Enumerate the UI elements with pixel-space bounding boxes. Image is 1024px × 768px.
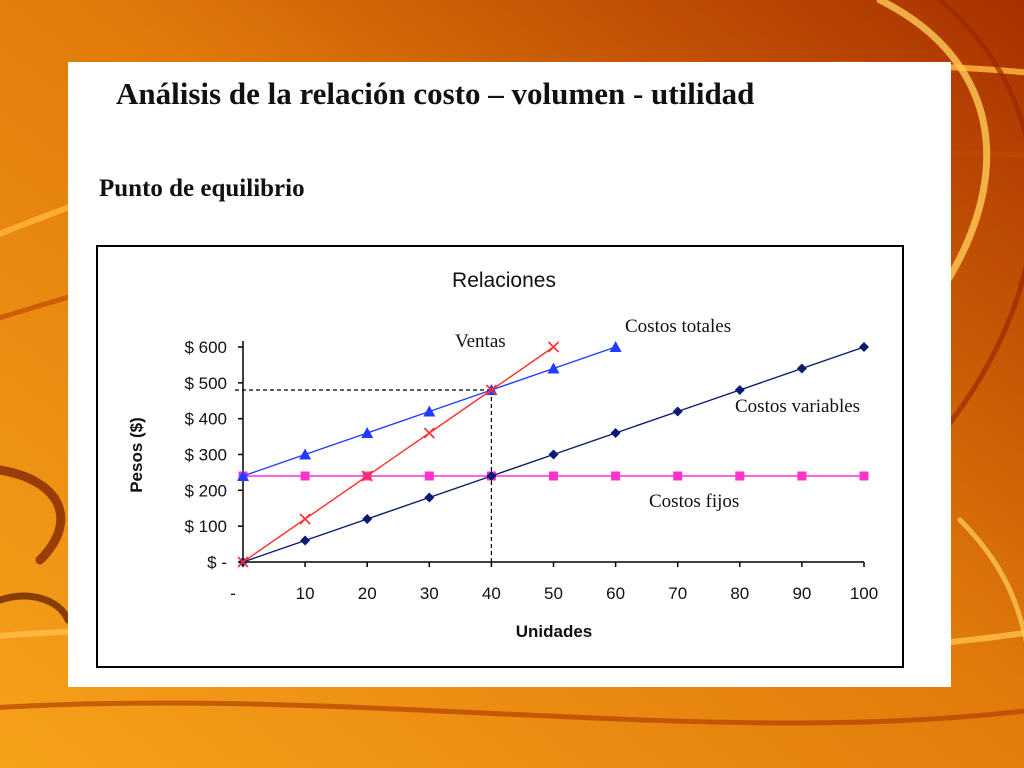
x-axis-label: Unidades <box>516 622 593 641</box>
ventas-point <box>237 556 249 568</box>
slide-subtitle: Punto de equilibrio <box>99 175 305 202</box>
x-tick-label: 80 <box>730 584 749 603</box>
costos-totales-point <box>361 427 374 438</box>
costos-variables-point <box>672 406 683 417</box>
ventas-point <box>299 513 311 525</box>
costos-fijos-point <box>424 471 434 481</box>
x-tick-label: 20 <box>358 584 377 603</box>
y-tick-label: $ 500 <box>184 374 227 393</box>
costos-fijos-point <box>859 471 869 481</box>
costos-fijos-point <box>549 471 558 481</box>
ventas-point <box>485 384 497 396</box>
costos-variables-label: Costos variables <box>735 396 860 417</box>
x-tick-label: 10 <box>296 584 315 603</box>
ventas-line <box>242 346 554 563</box>
y-tick-label: $ 600 <box>184 338 227 357</box>
costos-fijos-point <box>611 471 621 481</box>
costos-variables-point <box>734 385 745 395</box>
x-tick-label: 90 <box>792 584 811 603</box>
series-layer <box>237 341 869 568</box>
costos-totales-point <box>299 448 312 460</box>
y-tick-label: $ 300 <box>184 446 227 465</box>
costos-fijos-point <box>797 471 807 481</box>
x-tick-label: 40 <box>482 584 501 603</box>
x-tick-label: - <box>230 584 236 603</box>
chart-frame: Relaciones Unidades Pesos ($) $ - $ 100 $ … <box>96 245 904 668</box>
y-tick-label: $ - <box>207 553 227 572</box>
costos-fijos-point <box>735 471 745 481</box>
ventas-point <box>361 470 373 482</box>
costos-totales-point <box>237 470 249 481</box>
costos-fijos-point <box>673 471 683 481</box>
costos-variables-point <box>548 449 559 460</box>
ventas-point <box>423 427 435 439</box>
costos-variables-point <box>424 492 435 503</box>
y-axis-label: Pesos ($) <box>127 417 146 493</box>
costos-variables-series <box>238 342 869 567</box>
x-tick-label: 70 <box>668 584 687 603</box>
series-labels: Ventas Costos totales Costos variables Cost… <box>455 316 860 512</box>
costos-totales-point <box>609 341 622 352</box>
y-tick-label: $ 400 <box>184 410 227 429</box>
costos-variables-point <box>796 363 807 374</box>
costos-variables-point <box>486 471 497 481</box>
x-tick-label: 50 <box>544 584 563 603</box>
costos-fijos-point <box>300 471 310 481</box>
costos-totales-point <box>423 405 436 417</box>
x-tick-label: 30 <box>420 584 439 603</box>
costos-variables-point <box>362 514 373 524</box>
costos-totales-label: Costos totales <box>625 316 731 337</box>
chart-title: Relaciones <box>452 269 556 292</box>
slide-title: Análisis de la relación costo – volumen … <box>116 76 755 111</box>
costos-totales-point <box>547 362 560 374</box>
chart-axes: $ - $ 100 $ 200 $ 300 $ 400 $ 500 $ 600 - 10 20 30… <box>184 338 878 603</box>
costos-fijos-series <box>238 471 869 481</box>
y-tick-label: $ 100 <box>184 517 227 536</box>
costos-variables-point <box>859 342 869 352</box>
costos-variables-point <box>610 428 621 438</box>
x-tick-label: 60 <box>606 584 625 603</box>
costos-fijos-label: Costos fijos <box>649 491 739 512</box>
ventas-series <box>237 341 560 568</box>
costos-variables-point <box>300 535 311 546</box>
x-tick-label: 100 <box>850 584 878 603</box>
slide-panel: Análisis de la relación costo – volumen … <box>68 62 951 687</box>
ventas-point <box>547 341 560 353</box>
costos-totales-series <box>237 341 622 481</box>
breakeven-chart: Relaciones Unidades Pesos ($) $ -$ 100$ … <box>127 269 878 641</box>
y-tick-label: $ 200 <box>184 481 227 500</box>
ventas-label: Ventas <box>455 331 506 352</box>
